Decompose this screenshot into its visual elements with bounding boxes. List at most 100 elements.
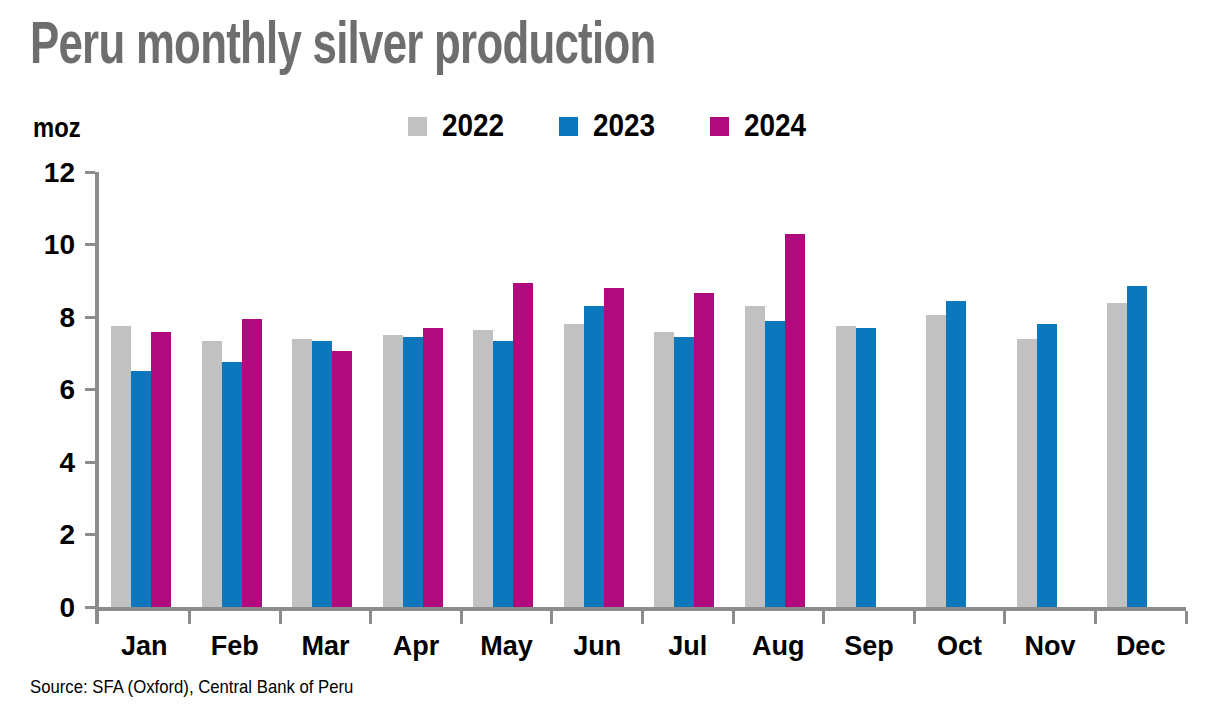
bar-group-jan: [99, 172, 190, 607]
x-tick-6: [641, 611, 644, 624]
bar-2022-may: [473, 330, 493, 607]
bar-group-aug: [733, 172, 824, 607]
x-tick-11: [1094, 611, 1097, 624]
bar-2022-apr: [383, 335, 403, 607]
bar-2023-apr: [403, 337, 423, 607]
y-tick-label-4: 4: [59, 448, 75, 477]
bar-group-sep: [824, 172, 915, 607]
bar-2022-nov: [1017, 339, 1037, 607]
x-label-dec: Dec: [1095, 631, 1186, 662]
x-tick-12: [1185, 611, 1188, 624]
x-label-feb: Feb: [190, 631, 281, 662]
x-tick-2: [279, 611, 282, 624]
source-note: Source: SFA (Oxford), Central Bank of Pe…: [30, 676, 353, 698]
y-tick-0: [85, 606, 95, 609]
bar-2024-apr: [423, 328, 443, 607]
bar-group-nov: [1005, 172, 1096, 607]
x-label-jan: Jan: [99, 631, 190, 662]
y-tick-label-10: 10: [44, 230, 75, 259]
y-axis-unit-label: moz: [33, 112, 81, 144]
legend-item-2023: 2023: [559, 108, 662, 144]
x-tick-3: [369, 611, 372, 624]
bar-2022-feb: [202, 341, 222, 607]
bar-2024-feb: [242, 319, 262, 607]
bar-group-dec: [1095, 172, 1186, 607]
bar-group-mar: [280, 172, 371, 607]
x-axis-tick-labels: JanFebMarAprMayJunJulAugSepOctNovDec: [99, 631, 1186, 662]
bar-2024-jul: [694, 293, 714, 607]
bar-group-feb: [190, 172, 281, 607]
y-tick-label-0: 0: [59, 593, 75, 622]
bar-2022-dec: [1107, 303, 1127, 608]
bar-2023-aug: [765, 321, 785, 607]
x-label-nov: Nov: [1005, 631, 1096, 662]
y-tick-12: [85, 171, 95, 174]
y-axis-tick-labels: 024681012: [0, 172, 80, 607]
y-tick-2: [85, 533, 95, 536]
bar-2024-jan: [151, 332, 171, 608]
y-tick-4: [85, 461, 95, 464]
bars-row: [99, 172, 1186, 607]
legend-item-2022: 2022: [408, 108, 511, 144]
bar-2022-sep: [836, 326, 856, 607]
x-label-sep: Sep: [824, 631, 915, 662]
x-label-oct: Oct: [914, 631, 1005, 662]
bar-2024-jun: [604, 288, 624, 607]
bar-2024-mar: [332, 351, 352, 607]
bar-2023-jun: [584, 306, 604, 607]
x-tick-5: [550, 611, 553, 624]
bar-group-jul: [642, 172, 733, 607]
chart-page: Peru monthly silver production 202220232…: [0, 0, 1221, 714]
plot-area: [95, 172, 1186, 611]
bar-2023-nov: [1037, 324, 1057, 607]
bar-2023-jul: [674, 337, 694, 607]
bar-2024-aug: [785, 234, 805, 607]
y-tick-6: [85, 388, 95, 391]
bar-2022-jan: [111, 326, 131, 607]
legend-item-2024: 2024: [710, 108, 813, 144]
x-label-may: May: [461, 631, 552, 662]
bar-group-oct: [914, 172, 1005, 607]
legend-swatch-2022: [408, 117, 427, 136]
bar-group-jun: [552, 172, 643, 607]
bar-2023-feb: [222, 362, 242, 607]
bar-group-apr: [371, 172, 462, 607]
bar-2023-sep: [856, 328, 876, 607]
bar-2022-mar: [292, 339, 312, 607]
x-label-aug: Aug: [733, 631, 824, 662]
bar-2023-oct: [946, 301, 966, 607]
y-tick-10: [85, 243, 95, 246]
x-label-apr: Apr: [371, 631, 462, 662]
bar-2022-jul: [654, 332, 674, 608]
y-tick-8: [85, 316, 95, 319]
y-tick-label-2: 2: [59, 520, 75, 549]
legend-label-2022: 2022: [442, 108, 504, 144]
legend-label-2024: 2024: [744, 108, 806, 144]
bar-2022-oct: [926, 315, 946, 607]
x-tick-7: [732, 611, 735, 624]
bar-2023-jan: [131, 371, 151, 607]
x-label-jul: Jul: [642, 631, 733, 662]
legend-swatch-2023: [559, 117, 578, 136]
y-tick-label-12: 12: [44, 158, 75, 187]
x-tick-4: [460, 611, 463, 624]
legend-label-2023: 2023: [593, 108, 655, 144]
legend: 2022 2023 2024: [0, 108, 1221, 144]
x-label-jun: Jun: [552, 631, 643, 662]
y-tick-label-8: 8: [59, 303, 75, 332]
x-tick-8: [822, 611, 825, 624]
bar-2022-jun: [564, 324, 584, 607]
bar-2023-mar: [312, 341, 332, 607]
x-tick-9: [913, 611, 916, 624]
x-tick-10: [1003, 611, 1006, 624]
legend-swatch-2024: [710, 117, 729, 136]
bar-group-may: [461, 172, 552, 607]
chart-title: Peru monthly silver production: [30, 8, 655, 77]
bar-2023-dec: [1127, 286, 1147, 607]
bar-2024-may: [513, 283, 533, 607]
y-tick-label-6: 6: [59, 375, 75, 404]
bar-2023-may: [493, 341, 513, 607]
bar-2022-aug: [745, 306, 765, 607]
x-tick-1: [188, 611, 191, 624]
x-label-mar: Mar: [280, 631, 371, 662]
